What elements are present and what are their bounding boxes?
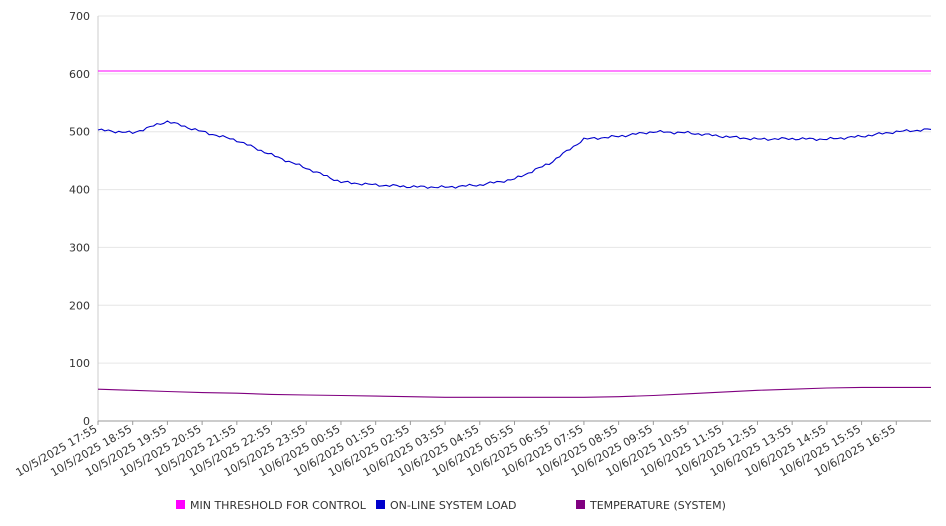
legend-swatch bbox=[376, 500, 385, 509]
series-line bbox=[97, 120, 932, 189]
y-tick-labels: 0 100 200 300 400 500 600 700 bbox=[69, 10, 90, 428]
series-lines bbox=[97, 70, 932, 398]
y-tick-label: 200 bbox=[69, 299, 90, 312]
y-tick-label: 600 bbox=[69, 68, 90, 81]
legend-label: ON-LINE SYSTEM LOAD bbox=[390, 499, 516, 512]
y-tick-label: 400 bbox=[69, 184, 90, 197]
y-tick-label: 100 bbox=[69, 357, 90, 370]
series-line bbox=[97, 386, 931, 398]
legend-swatch bbox=[576, 500, 585, 509]
grid-lines bbox=[98, 15, 931, 364]
legend-label: MIN THRESHOLD FOR CONTROL bbox=[190, 499, 367, 512]
legend-swatch bbox=[176, 500, 185, 509]
y-tick-label: 700 bbox=[69, 10, 90, 23]
legend: MIN THRESHOLD FOR CONTROL ON-LINE SYSTEM … bbox=[176, 499, 726, 512]
legend-label: TEMPERATURE (SYSTEM) bbox=[589, 499, 726, 512]
y-tick-label: 0 bbox=[83, 415, 90, 428]
axes bbox=[97, 16, 931, 425]
y-tick-label: 500 bbox=[69, 126, 90, 139]
y-tick-label: 300 bbox=[69, 241, 90, 254]
